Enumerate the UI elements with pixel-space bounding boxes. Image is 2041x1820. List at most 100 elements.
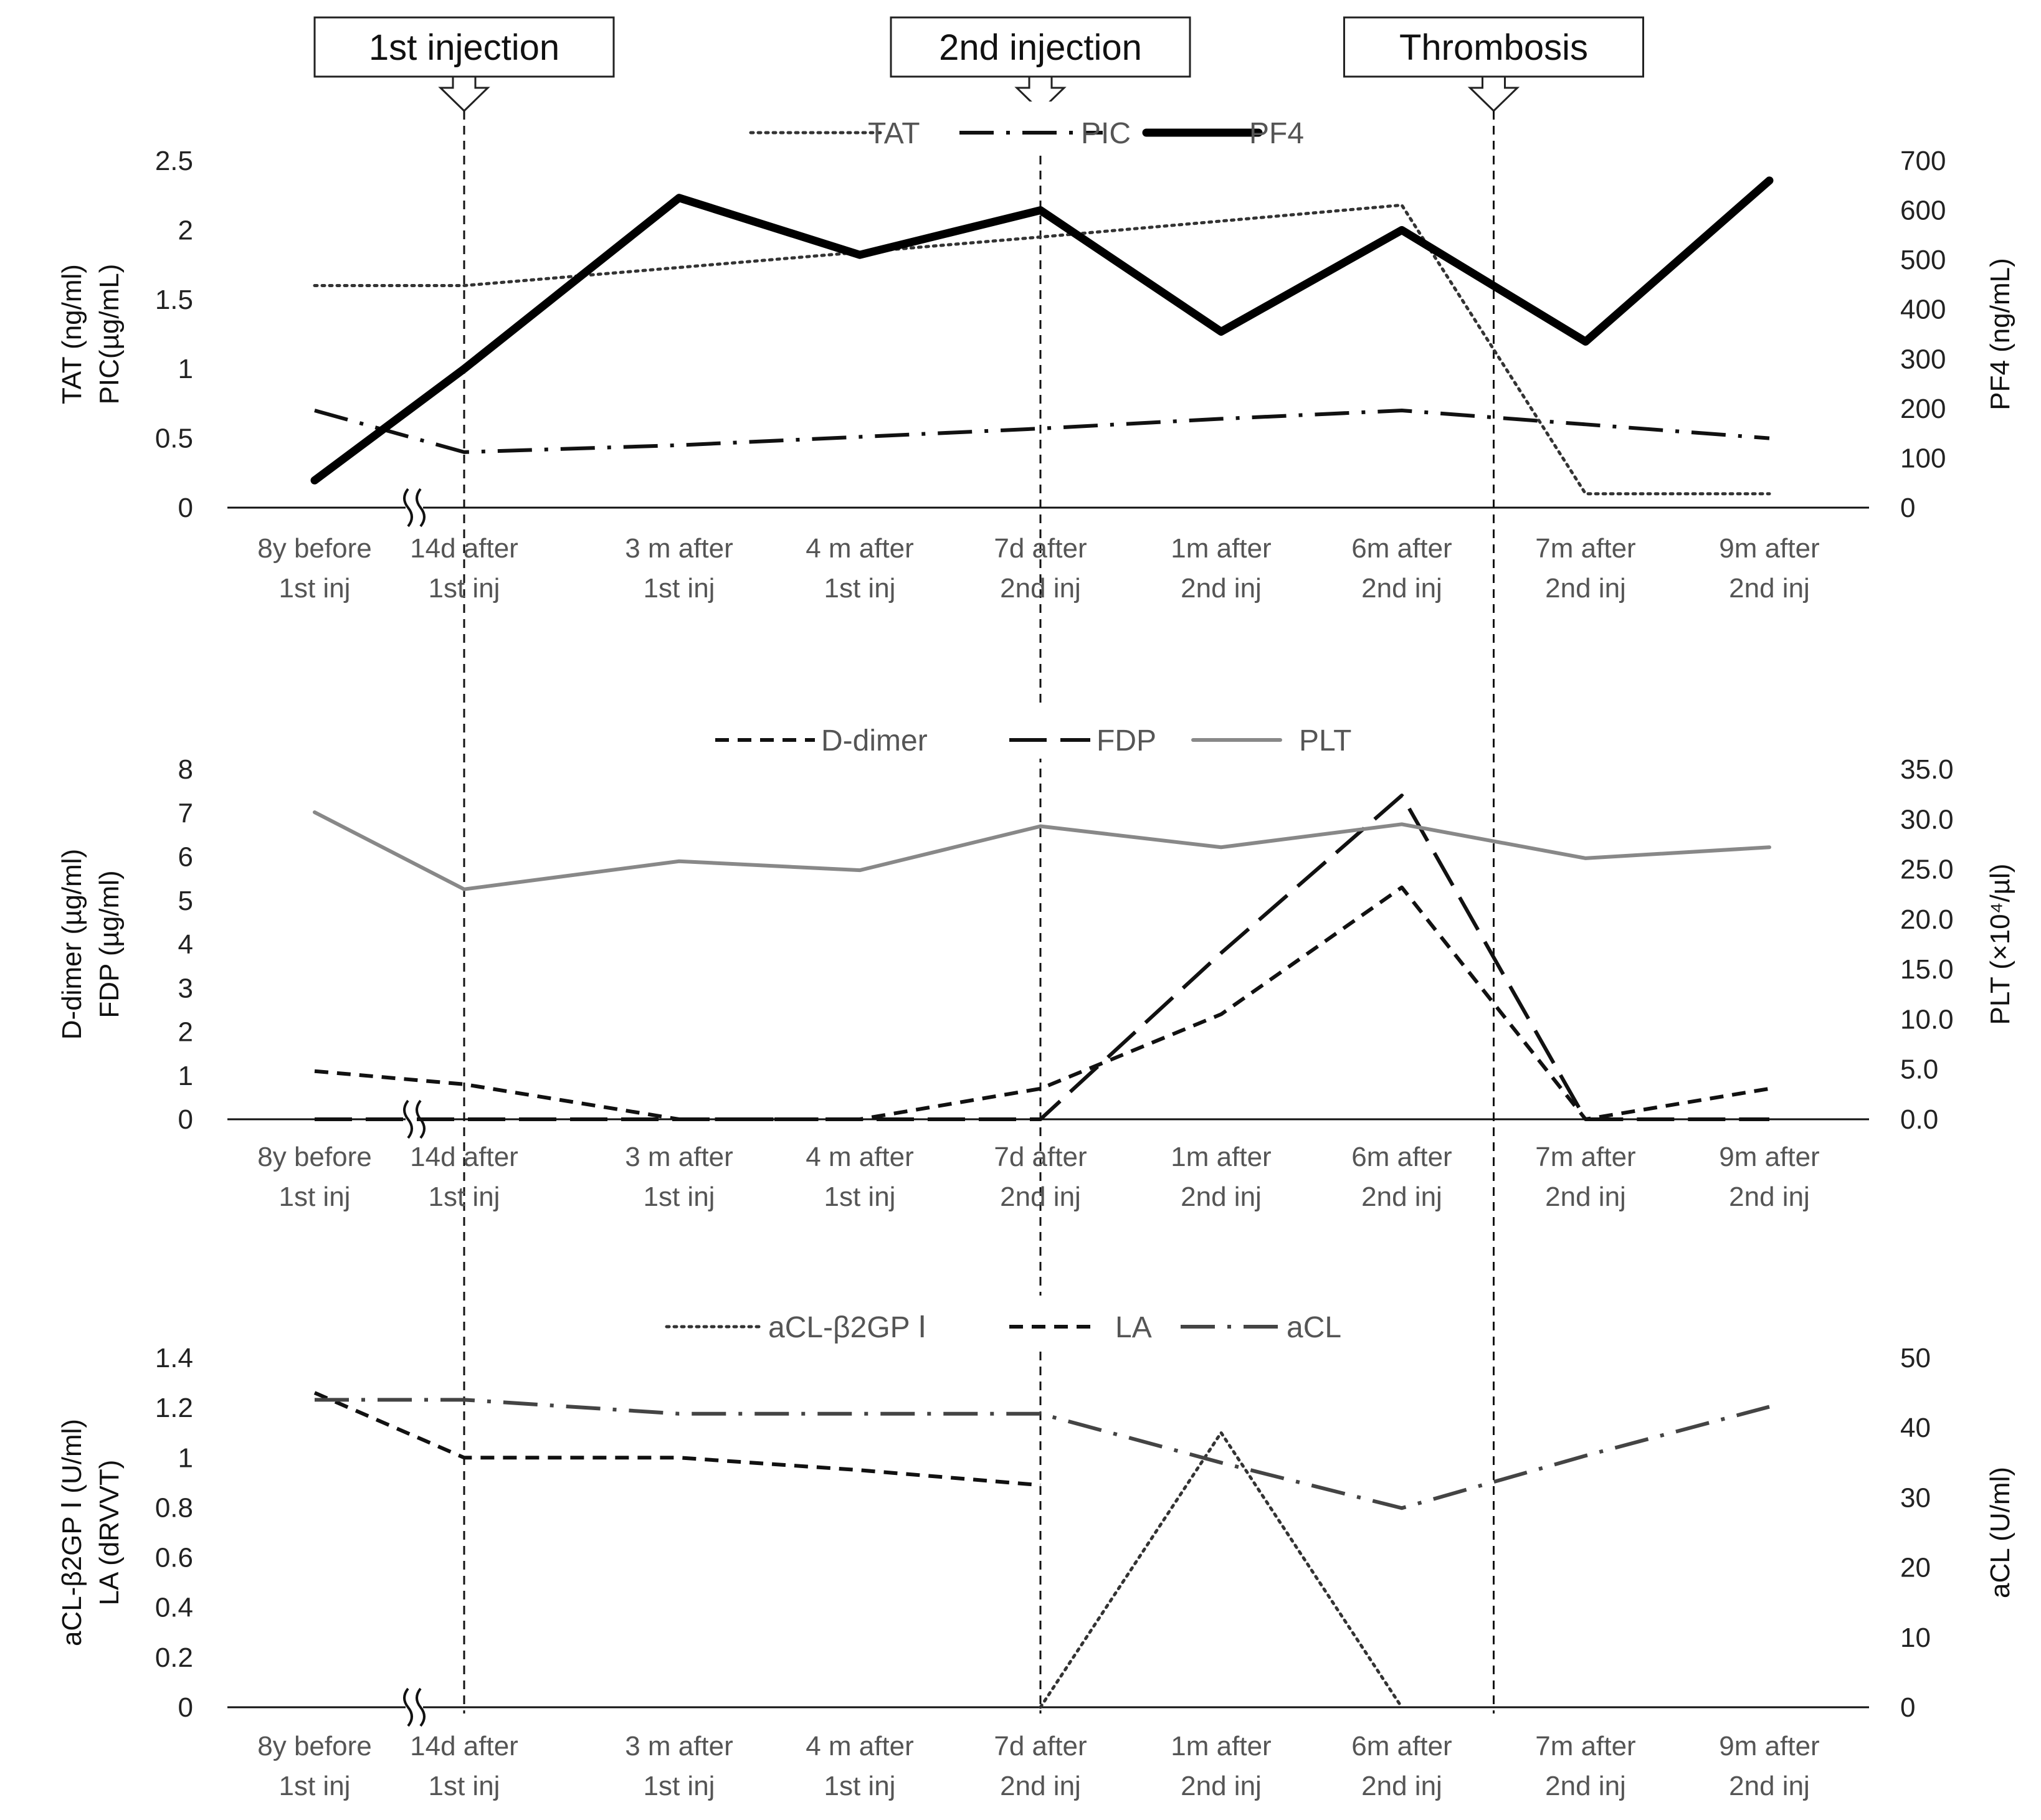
y-right-tick-label: 0 — [1900, 1692, 1915, 1723]
x-category-label: 1st inj — [429, 1771, 500, 1801]
series-line — [310, 176, 1774, 485]
x-category-label: 7d after — [994, 1731, 1087, 1761]
axis-break-mark — [403, 1099, 413, 1139]
chart-panel: 0 0.2 0.4 0.6 0.8 1 1.2 1.4 0 10 20 30 40 50 aCL-β2GP … — [57, 1296, 2015, 1801]
series-group — [313, 810, 1771, 891]
y-right-tick-label: 400 — [1900, 295, 1946, 325]
y-right-tick-label: 200 — [1900, 394, 1946, 424]
event-callouts: 1st injection 2nd injection Thrombosis — [313, 16, 1644, 1713]
y-right-tick-label: 300 — [1900, 344, 1946, 374]
y-left-tick-label: 0.4 — [155, 1593, 193, 1623]
series-line — [315, 1398, 1770, 1510]
legend-label: aCL — [1287, 1311, 1341, 1344]
y-left-tick-label: 1 — [178, 1443, 193, 1473]
event-arrow — [438, 75, 490, 113]
y-left-tick-label: 6 — [178, 842, 193, 873]
x-category-label: 2nd inj — [1729, 1771, 1810, 1801]
x-category-label: 1st inj — [644, 1771, 715, 1801]
x-category-label: 1m after — [1171, 533, 1271, 564]
x-category-label: 2nd inj — [1729, 573, 1810, 604]
y-left-tick-label: 0 — [178, 493, 193, 523]
x-category-label: 2nd inj — [1181, 1771, 1262, 1801]
y-right-tick-label: 0 — [1900, 493, 1915, 523]
x-category-label: 8y before — [257, 1142, 371, 1172]
y-right-tick-label: 15.0 — [1900, 954, 1954, 985]
y-right-tick-label: 30 — [1900, 1482, 1931, 1513]
x-category-label: 8y before — [257, 1731, 371, 1761]
x-category-label: 4 m after — [806, 1731, 914, 1761]
x-category-label: 2nd inj — [1361, 1182, 1442, 1212]
y-left-tick-label: 0.2 — [155, 1642, 193, 1673]
legend: D-dimer FDP PLT — [706, 709, 1455, 759]
x-category-label: 7m after — [1535, 533, 1635, 564]
x-category-label: 4 m after — [806, 533, 914, 564]
legend-label: PLT — [1299, 724, 1351, 757]
y-left-tick-label: 2 — [178, 215, 193, 245]
x-category-label: 2nd inj — [1361, 1771, 1442, 1801]
x-category-label: 1st inj — [279, 1182, 351, 1212]
y-left-axis-title: D-dimer (µg/ml) — [57, 849, 87, 1040]
y-left-tick-label: 5 — [178, 886, 193, 916]
x-category-label: 1st inj — [644, 1182, 715, 1212]
x-category-label: 9m after — [1719, 1142, 1819, 1172]
axis-break-mark — [416, 1687, 426, 1727]
x-category-label: 2nd inj — [1181, 1182, 1262, 1212]
x-category-label: 7d after — [994, 533, 1087, 564]
legend-background — [706, 709, 1455, 759]
legend: aCL-β2GP Ⅰ LA aCL — [657, 1296, 1442, 1345]
event-callout: 1st injection — [313, 16, 615, 1713]
x-category-label: 1m after — [1171, 1731, 1271, 1761]
event-box — [890, 16, 1191, 78]
axis-break-mark — [416, 488, 426, 528]
y-left-tick-label: 2 — [178, 1017, 193, 1048]
x-category-label: 7m after — [1535, 1731, 1635, 1761]
series-group — [1039, 1431, 1404, 1709]
y-left-axis-title: LA (dRVVT) — [94, 1460, 125, 1606]
y-left-tick-label: 1.4 — [155, 1343, 193, 1373]
y-right-axis-title: PLT (×10⁴/µl) — [1985, 863, 2015, 1025]
y-left-tick-label: 7 — [178, 798, 193, 828]
x-category-label: 3 m after — [625, 1142, 733, 1172]
y-left-axis-title: TAT (ng/ml) — [57, 264, 87, 404]
x-category-label: 2nd inj — [1000, 1182, 1081, 1212]
x-category-label: 1st inj — [824, 1771, 896, 1801]
x-category-label: 8y before — [257, 533, 371, 564]
y-right-tick-label: 10 — [1900, 1623, 1931, 1653]
series-line — [314, 409, 1770, 454]
x-category-label: 14d after — [410, 1731, 518, 1761]
x-category-label: 2nd inj — [1545, 1182, 1626, 1212]
x-category-label: 2nd inj — [1000, 573, 1081, 604]
y-right-tick-label: 0.0 — [1900, 1104, 1938, 1135]
event-box — [1343, 16, 1644, 78]
event-label: 1st injection — [369, 27, 559, 68]
y-left-axis-title: PIC(µg/mL) — [94, 264, 125, 405]
x-category-label: 1st inj — [824, 1182, 896, 1212]
y-left-tick-label: 2.5 — [155, 146, 193, 176]
y-left-axis-title: aCL-β2GP Ⅰ (U/ml) — [57, 1419, 87, 1646]
y-left-tick-label: 0 — [178, 1104, 193, 1135]
x-category-label: 6m after — [1351, 1142, 1452, 1172]
y-right-tick-label: 25.0 — [1900, 855, 1954, 885]
series-line — [313, 810, 1771, 891]
series-line — [1039, 1431, 1404, 1709]
y-right-tick-label: 700 — [1900, 146, 1946, 176]
series-line — [314, 885, 1770, 1121]
event-arrow — [1467, 75, 1520, 113]
series-group — [314, 409, 1770, 454]
x-category-label: 14d after — [410, 1142, 518, 1172]
y-left-tick-label: 3 — [178, 973, 193, 1003]
legend-label: TAT — [868, 117, 920, 150]
y-left-tick-label: 1 — [178, 1061, 193, 1091]
event-arrow — [1014, 75, 1067, 113]
y-right-tick-label: 50 — [1900, 1343, 1931, 1373]
axis-break-mark — [403, 1687, 413, 1727]
x-category-label: 2nd inj — [1181, 573, 1262, 604]
legend-background — [741, 102, 1405, 151]
legend-background — [657, 1296, 1442, 1345]
y-right-tick-label: 40 — [1900, 1413, 1931, 1443]
y-right-axis-title: aCL (U/ml) — [1985, 1467, 2015, 1598]
x-category-label: 2nd inj — [1000, 1771, 1081, 1801]
series-group — [310, 176, 1774, 485]
series-line — [313, 1391, 1041, 1487]
